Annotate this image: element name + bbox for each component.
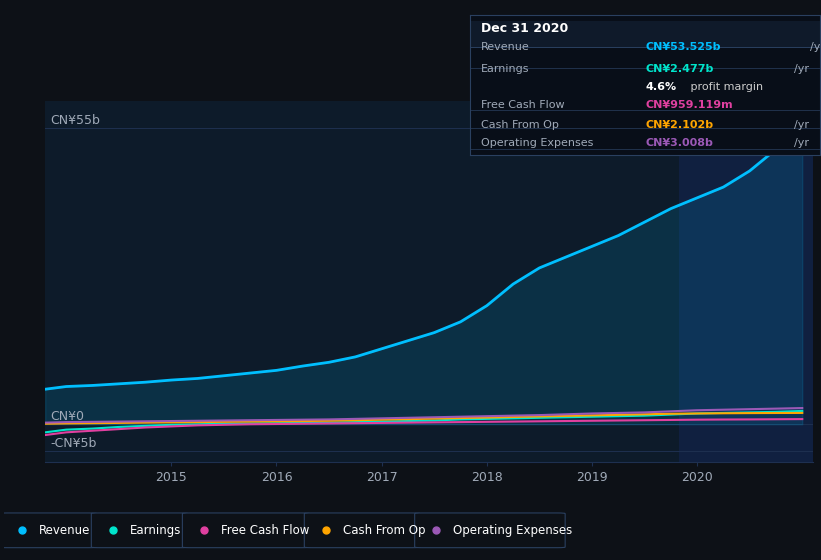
- FancyBboxPatch shape: [0, 513, 97, 548]
- Text: /yr: /yr: [794, 138, 809, 148]
- Text: /yr: /yr: [794, 64, 809, 74]
- Text: Revenue: Revenue: [39, 524, 90, 537]
- Text: /yr: /yr: [794, 120, 809, 130]
- Text: CN¥53.525b: CN¥53.525b: [645, 41, 721, 52]
- Text: Dec 31 2020: Dec 31 2020: [480, 22, 568, 35]
- Bar: [470, 21, 820, 48]
- Bar: [679, 101, 813, 462]
- Text: CN¥2.477b: CN¥2.477b: [645, 64, 713, 74]
- Text: -CN¥5b: -CN¥5b: [50, 437, 97, 450]
- Text: Revenue: Revenue: [480, 41, 530, 52]
- Text: CN¥0: CN¥0: [50, 410, 85, 423]
- Text: 4.6%: 4.6%: [645, 82, 677, 92]
- Text: Cash From Op: Cash From Op: [343, 524, 425, 537]
- Text: Operating Expenses: Operating Expenses: [453, 524, 572, 537]
- FancyBboxPatch shape: [91, 513, 188, 548]
- Text: Free Cash Flow: Free Cash Flow: [480, 100, 564, 110]
- Text: profit margin: profit margin: [687, 82, 764, 92]
- Text: CN¥55b: CN¥55b: [50, 114, 100, 127]
- Text: Operating Expenses: Operating Expenses: [480, 138, 593, 148]
- Text: Cash From Op: Cash From Op: [480, 120, 558, 130]
- FancyBboxPatch shape: [182, 513, 310, 548]
- Text: Earnings: Earnings: [130, 524, 181, 537]
- Text: CN¥959.119m: CN¥959.119m: [645, 100, 732, 110]
- Text: /yr: /yr: [810, 41, 821, 52]
- Text: CN¥2.102b: CN¥2.102b: [645, 120, 713, 130]
- Text: Earnings: Earnings: [480, 64, 529, 74]
- Text: Free Cash Flow: Free Cash Flow: [221, 524, 310, 537]
- Text: CN¥3.008b: CN¥3.008b: [645, 138, 713, 148]
- FancyBboxPatch shape: [305, 513, 420, 548]
- FancyBboxPatch shape: [415, 513, 565, 548]
